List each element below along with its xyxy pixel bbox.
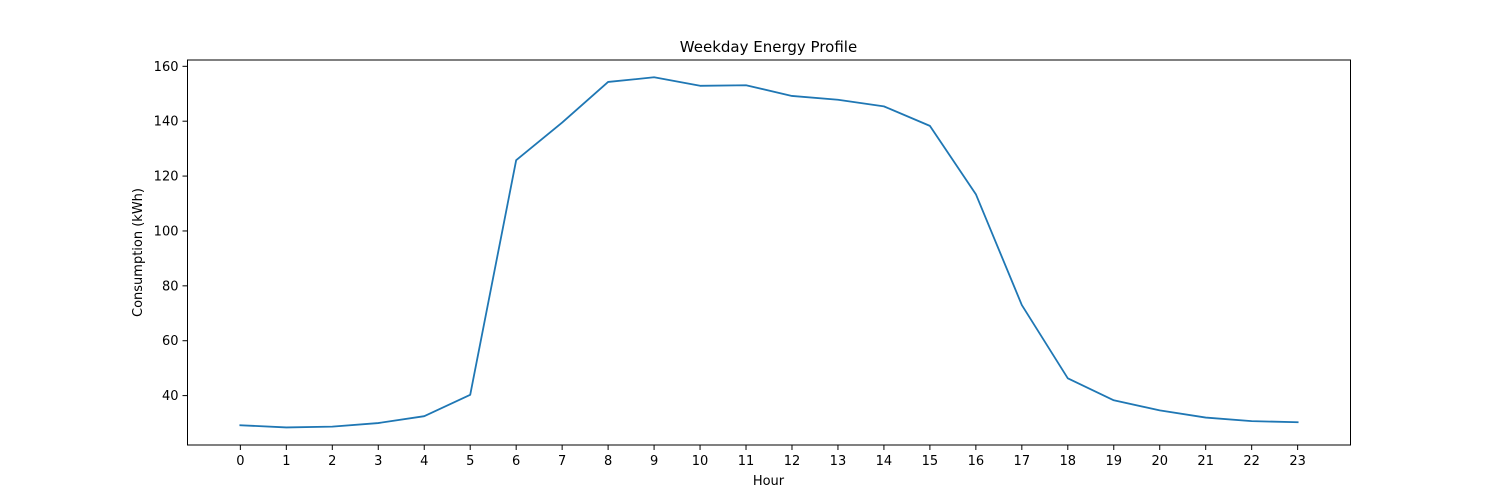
x-axis-ticks: 0 1 2 3 4 5 6 7 8 9 10 11 12 13 14 15 16 17 18 19 20 21 22 23 xyxy=(236,445,1306,469)
x-tick-label: 3 xyxy=(374,454,382,469)
x-tick-label: 23 xyxy=(1289,454,1306,469)
x-tick-label: 15 xyxy=(922,454,939,469)
y-tick-label: 100 xyxy=(154,224,179,239)
x-tick-label: 5 xyxy=(466,454,474,469)
x-tick-label: 2 xyxy=(328,454,336,469)
x-tick-label: 12 xyxy=(784,454,801,469)
x-tick-label: 17 xyxy=(1014,454,1031,469)
y-tick-label: 140 xyxy=(154,115,179,130)
x-tick-label: 4 xyxy=(420,454,428,469)
y-tick-label: 120 xyxy=(154,170,179,185)
x-tick-label: 18 xyxy=(1060,454,1077,469)
x-tick-label: 21 xyxy=(1197,454,1214,469)
x-tick-label: 10 xyxy=(692,454,709,469)
y-tick-label: 60 xyxy=(162,334,179,349)
x-tick-label: 14 xyxy=(876,454,893,469)
y-tick-label: 80 xyxy=(162,279,179,294)
x-tick-label: 9 xyxy=(650,454,658,469)
x-axis-title: Hour xyxy=(753,474,785,489)
x-tick-label: 8 xyxy=(604,454,612,469)
x-tick-label: 0 xyxy=(236,454,244,469)
y-tick-label: 160 xyxy=(154,60,179,75)
x-tick-label: 11 xyxy=(738,454,755,469)
y-axis-title: Consumption (kWh) xyxy=(131,188,146,317)
x-tick-label: 22 xyxy=(1243,454,1260,469)
series-line xyxy=(239,76,1299,429)
x-tick-label: 13 xyxy=(830,454,847,469)
x-tick-label: 19 xyxy=(1105,454,1122,469)
x-tick-label: 16 xyxy=(968,454,985,469)
x-tick-label: 6 xyxy=(512,454,520,469)
chart-title: Weekday Energy Profile xyxy=(680,38,857,56)
y-tick-label: 40 xyxy=(162,389,179,404)
plot-frame xyxy=(187,59,1351,446)
x-tick-label: 7 xyxy=(558,454,566,469)
y-axis-ticks: 40 60 80 100 120 140 160 xyxy=(154,60,188,404)
x-tick-label: 20 xyxy=(1151,454,1168,469)
x-tick-label: 1 xyxy=(282,454,290,469)
